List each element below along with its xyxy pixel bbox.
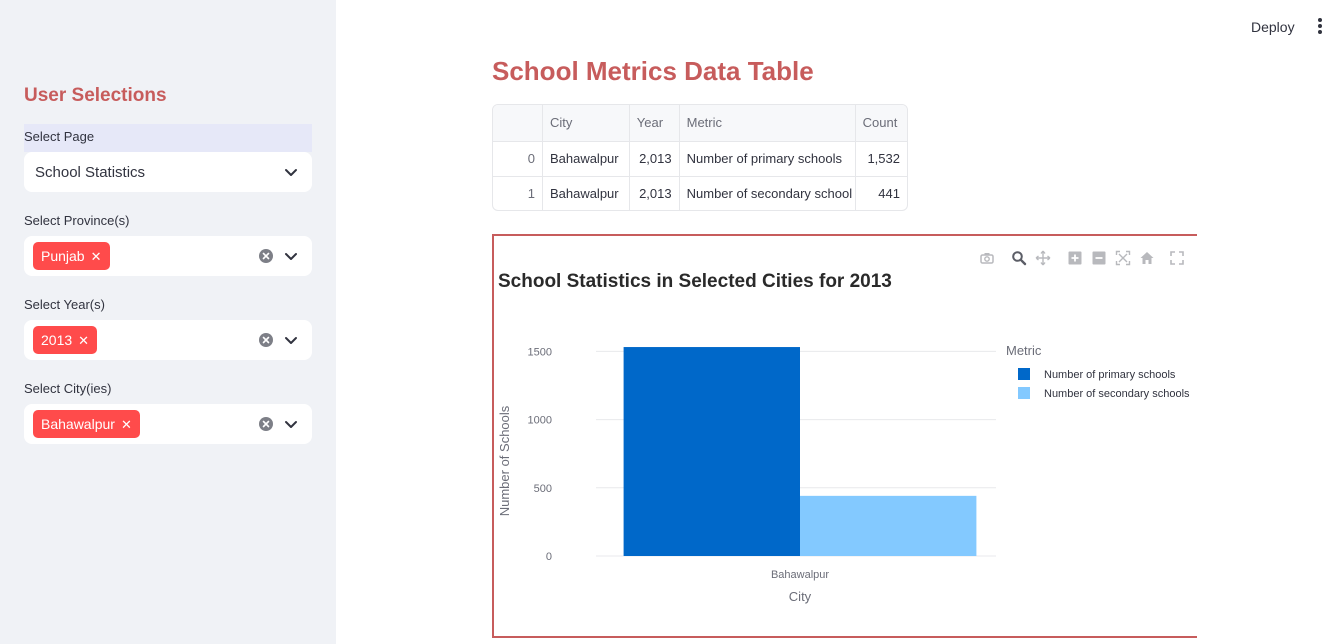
zoom-in-icon[interactable] xyxy=(1067,250,1083,266)
pan-icon[interactable] xyxy=(1035,250,1051,266)
table-cell-count[interactable]: 1,532 xyxy=(855,141,907,177)
y-tick-label: 1500 xyxy=(528,346,552,358)
table-cell-year[interactable]: 2,013 xyxy=(629,141,680,177)
select-province-multiselect[interactable]: Punjab ✕ xyxy=(24,236,312,276)
select-city-label: Select City(ies) xyxy=(24,381,112,396)
x-axis-title: City xyxy=(789,589,812,604)
legend-item-label[interactable]: Number of primary schools xyxy=(1044,369,1176,381)
camera-icon[interactable] xyxy=(979,250,995,266)
year-tag[interactable]: 2013 ✕ xyxy=(33,326,98,354)
zoom-icon[interactable] xyxy=(1011,250,1027,266)
y-tick-label: 1000 xyxy=(528,415,552,427)
select-page-dropdown[interactable]: School Statistics xyxy=(24,152,312,192)
fullscreen-icon[interactable] xyxy=(1169,250,1185,266)
remove-tag-icon[interactable]: ✕ xyxy=(90,249,102,264)
select-year-label: Select Year(s) xyxy=(24,297,105,312)
main-menu-icon[interactable] xyxy=(1316,18,1324,36)
table-cell-city[interactable]: Bahawalpur xyxy=(542,176,630,210)
select-year-multiselect[interactable]: 2013 ✕ xyxy=(24,320,312,360)
column-header-index[interactable] xyxy=(493,105,543,142)
remove-tag-icon[interactable]: ✕ xyxy=(78,333,90,348)
city-tag[interactable]: Bahawalpur ✕ xyxy=(33,410,140,438)
x-tick-label: Bahawalpur xyxy=(771,569,829,581)
autoscale-icon[interactable] xyxy=(1115,250,1131,266)
sidebar: User Selections Select Page School Stati… xyxy=(0,0,336,644)
data-table[interactable]: City Year Metric Count 0 Bahawalpur 2,01… xyxy=(492,104,908,211)
table-cell-city[interactable]: Bahawalpur xyxy=(542,141,630,177)
home-icon[interactable] xyxy=(1139,250,1155,266)
select-city-multiselect[interactable]: Bahawalpur ✕ xyxy=(24,404,312,444)
y-tick-label: 0 xyxy=(546,551,552,563)
bar-chart: School Statistics in Selected Cities for… xyxy=(497,271,1190,604)
clear-all-icon[interactable] xyxy=(259,249,273,263)
select-province-label: Select Province(s) xyxy=(24,213,130,228)
clear-all-icon[interactable] xyxy=(259,333,273,347)
table-header-row: City Year Metric Count xyxy=(493,105,907,142)
table-row: 0 Bahawalpur 2,013 Number of primary sch… xyxy=(493,141,907,177)
chevron-down-icon[interactable] xyxy=(284,165,298,179)
bar-number-of-primary-schools[interactable] xyxy=(623,347,800,556)
column-header-city[interactable]: City xyxy=(542,105,630,142)
zoom-out-icon[interactable] xyxy=(1091,250,1107,266)
deploy-button[interactable]: Deploy xyxy=(1251,19,1295,35)
chart-title: School Statistics in Selected Cities for… xyxy=(498,271,892,292)
table-cell-index[interactable]: 0 xyxy=(493,141,543,177)
chart-modebar xyxy=(979,250,1189,266)
column-header-metric[interactable]: Metric xyxy=(679,105,856,142)
page-title: School Metrics Data Table xyxy=(492,56,814,86)
province-tag[interactable]: Punjab ✕ xyxy=(33,242,110,270)
column-header-count[interactable]: Count xyxy=(855,105,907,142)
remove-tag-icon[interactable]: ✕ xyxy=(120,417,132,432)
chevron-down-icon[interactable] xyxy=(284,249,298,263)
province-tag-label: Punjab xyxy=(41,248,85,264)
select-page-value: School Statistics xyxy=(35,164,146,181)
sidebar-title: User Selections xyxy=(24,85,167,106)
chart-container: School Statistics in Selected Cities for… xyxy=(492,234,1197,638)
chevron-down-icon[interactable] xyxy=(284,333,298,347)
city-tag-label: Bahawalpur xyxy=(41,416,115,432)
select-page-label: Select Page xyxy=(24,124,312,152)
table-cell-metric[interactable]: Number of secondary school xyxy=(679,176,856,210)
table-cell-metric[interactable]: Number of primary schools xyxy=(679,141,856,177)
clear-all-icon[interactable] xyxy=(259,417,273,431)
chevron-down-icon[interactable] xyxy=(284,417,298,431)
column-header-year[interactable]: Year xyxy=(629,105,680,142)
y-axis-title: Number of Schools xyxy=(497,405,512,516)
year-tag-label: 2013 xyxy=(41,332,73,348)
legend-swatch[interactable] xyxy=(1018,387,1030,399)
legend-title: Metric xyxy=(1006,343,1042,358)
legend-swatch[interactable] xyxy=(1018,368,1030,380)
table-row: 1 Bahawalpur 2,013 Number of secondary s… xyxy=(493,176,907,210)
y-tick-label: 500 xyxy=(534,483,552,495)
table-cell-count[interactable]: 441 xyxy=(878,186,900,202)
table-cell-year[interactable]: 2,013 xyxy=(629,176,680,210)
legend-item-label[interactable]: Number of secondary schools xyxy=(1044,388,1190,400)
bar-number-of-secondary-schools[interactable] xyxy=(800,495,977,556)
table-cell-index[interactable]: 1 xyxy=(493,176,543,210)
